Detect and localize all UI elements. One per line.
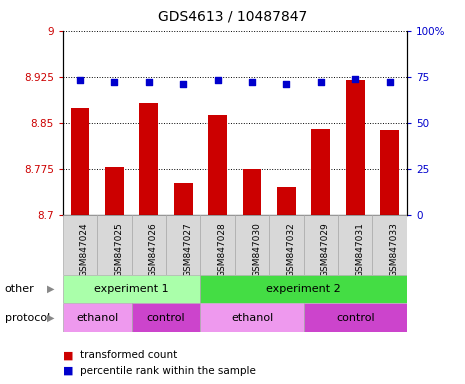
Text: experiment 2: experiment 2 (266, 284, 341, 294)
Bar (269, 215, 304, 275)
Bar (63, 215, 97, 275)
Point (248, 79, 256, 85)
Point (283, 81, 290, 87)
Bar (200, 275, 407, 303)
Bar (346, 80, 365, 215)
Text: GSM847030: GSM847030 (252, 222, 261, 277)
Point (179, 81, 187, 87)
Bar (63, 303, 132, 332)
Bar (304, 215, 338, 275)
Bar (140, 103, 158, 215)
Bar (372, 215, 407, 275)
Text: GDS4613 / 10487847: GDS4613 / 10487847 (158, 10, 307, 23)
Bar (243, 169, 261, 215)
Point (386, 79, 393, 85)
Text: ■: ■ (63, 350, 73, 360)
Point (76, 78, 84, 84)
Bar (338, 215, 372, 275)
Bar (380, 130, 399, 215)
Bar (132, 215, 166, 275)
Text: GSM847027: GSM847027 (183, 222, 192, 277)
Text: GSM847032: GSM847032 (286, 222, 295, 277)
Text: GSM847026: GSM847026 (149, 222, 158, 277)
Bar (166, 215, 200, 275)
Text: transformed count: transformed count (80, 350, 178, 360)
Text: ■: ■ (63, 366, 73, 376)
Point (145, 79, 153, 85)
Text: control: control (336, 313, 375, 323)
Text: GSM847029: GSM847029 (321, 222, 330, 277)
Text: GSM847025: GSM847025 (114, 222, 123, 277)
Bar (304, 303, 407, 332)
Bar (312, 129, 330, 215)
Bar (105, 167, 124, 215)
Text: ethanol: ethanol (231, 313, 273, 323)
Text: protocol: protocol (5, 313, 50, 323)
Point (352, 76, 359, 82)
Point (214, 78, 221, 84)
Point (111, 79, 118, 85)
Bar (277, 187, 296, 215)
Text: experiment 1: experiment 1 (94, 284, 169, 294)
Text: GSM847024: GSM847024 (80, 222, 89, 277)
Bar (97, 215, 132, 275)
Bar (208, 115, 227, 215)
Text: control: control (146, 313, 186, 323)
Text: GSM847033: GSM847033 (390, 222, 399, 277)
Text: other: other (5, 284, 34, 294)
Text: ▶: ▶ (47, 313, 55, 323)
Text: GSM847031: GSM847031 (355, 222, 364, 277)
Bar (235, 215, 269, 275)
Bar (200, 215, 235, 275)
Bar (63, 275, 200, 303)
Text: GSM847028: GSM847028 (218, 222, 226, 277)
Text: ethanol: ethanol (76, 313, 118, 323)
Bar (71, 108, 89, 215)
Bar (132, 303, 200, 332)
Bar (174, 183, 193, 215)
Text: ▶: ▶ (47, 284, 55, 294)
Point (317, 79, 325, 85)
Bar (200, 303, 304, 332)
Text: percentile rank within the sample: percentile rank within the sample (80, 366, 256, 376)
